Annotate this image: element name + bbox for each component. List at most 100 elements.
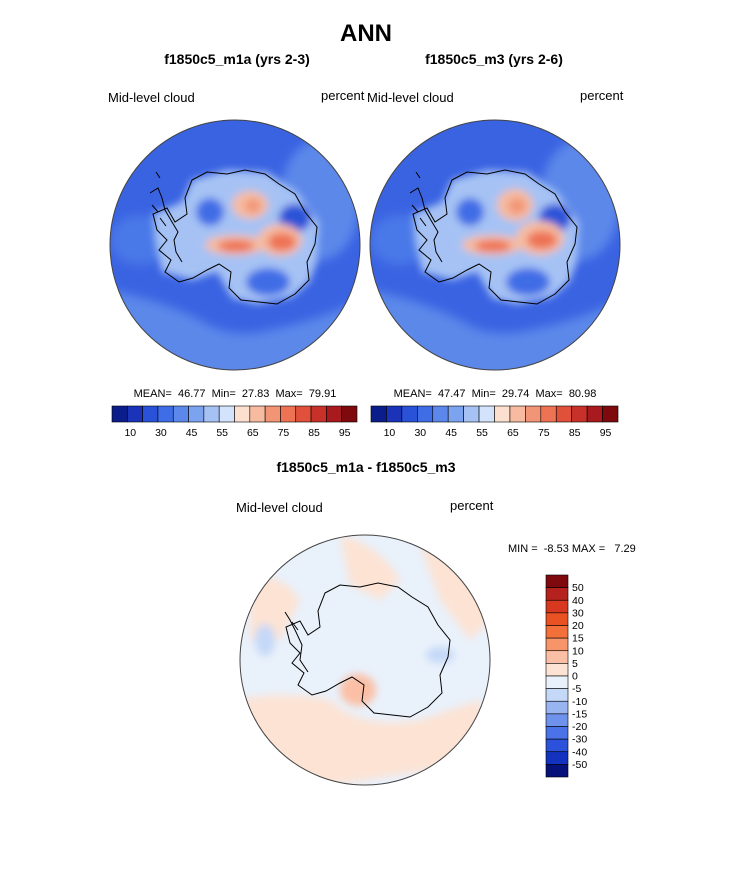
diff-colorbar-box — [545, 587, 569, 601]
panel-2-colorbar-box — [586, 405, 603, 423]
panel-1-ice-field — [153, 170, 319, 304]
panel-1-colorbar-tick-label: 45 — [186, 427, 198, 439]
diff-map-rim — [239, 534, 491, 786]
diff-colorbar-box — [545, 574, 569, 588]
panel-1-colorbar-box — [218, 405, 235, 423]
panel-2-map — [370, 120, 620, 370]
panel-2-colorbar-box — [447, 405, 464, 423]
panel-1-colorbar-box — [326, 405, 342, 423]
diff-colorbar-tick-label: 0 — [572, 671, 578, 683]
panel-1-colorbar-tick-label: 30 — [155, 427, 167, 439]
panel-2-colorbar-tick-label: 55 — [476, 427, 488, 439]
panel-2-colorbar-box — [602, 405, 619, 423]
diff-colorbar-tick-label: -20 — [572, 721, 587, 733]
diff-colorbar-tick-label: 5 — [572, 658, 578, 670]
diff-colorbar-box — [545, 751, 569, 765]
panel-2-colorbar-tick-label: 65 — [507, 427, 519, 439]
diff-colorbar-tick-label: -15 — [572, 708, 587, 720]
panel-1-colorbar-box — [188, 405, 205, 423]
diff-variable-label: Mid-level cloud — [236, 500, 323, 515]
panel-1-colorbar-box — [111, 405, 128, 423]
diff-colorbar-tick-label: -5 — [572, 683, 581, 695]
panel-1-colorbar-tick-label: 85 — [308, 427, 320, 439]
panel-2-colorbar-box — [478, 405, 495, 423]
panel-1-units-label: percent — [321, 88, 365, 103]
panel-2-colorbar-tick-label: 75 — [538, 427, 550, 439]
diff-stats: MIN = -8.53 MAX = 7.29 — [508, 543, 636, 555]
diff-title: f1850c5_m1a - f1850c5_m3 — [276, 459, 455, 475]
diff-colorbar-tick-label: 20 — [572, 620, 584, 632]
diff-colorbar-box — [545, 650, 569, 664]
panel-1-colorbar-box — [142, 405, 159, 423]
panel-2-colorbar-tick-label: 85 — [569, 427, 581, 439]
panel-2: f1850c5_m3 (yrs 2-6) Mid-level cloud per… — [367, 51, 624, 439]
panel-1-colorbar-tick-label: 10 — [124, 427, 136, 439]
panel-2-colorbar-box — [386, 405, 403, 423]
diff-colorbar-tick-label: 30 — [572, 607, 584, 619]
panel-1-colorbar-box — [172, 405, 189, 423]
panel-2-colorbar-box — [401, 405, 418, 423]
diff-colorbar-box — [545, 700, 569, 715]
panel-1-colorbar-box — [310, 405, 327, 423]
panel-1-stats: MEAN= 46.77 Min= 27.83 Max= 79.91 — [134, 388, 337, 400]
diff-colorbar-box — [545, 637, 569, 652]
panel-2-colorbar-box — [432, 405, 449, 423]
panel-1-colorbar-box — [295, 405, 312, 423]
panel-2-colorbar-tick-label: 30 — [414, 427, 426, 439]
panel-2-colorbar: 10 30 45 55 65 75 85 95 — [370, 405, 619, 439]
panel-2-map-rim — [369, 119, 621, 371]
diff-colorbar-tick-label: -30 — [572, 734, 587, 746]
panel-2-subtitle: f1850c5_m3 (yrs 2-6) — [425, 51, 563, 67]
panel-2-colorbar-tick-label: 45 — [445, 427, 457, 439]
diff-colorbar-box — [545, 599, 569, 614]
diff-colorbar-box — [545, 726, 569, 740]
diff-colorbar-tick-label: 50 — [572, 582, 584, 594]
panel-2-ice-field — [413, 170, 579, 304]
panel-2-units-label: percent — [580, 88, 624, 103]
panel-2-colorbar-box — [417, 405, 434, 423]
diff-colorbar-box — [545, 764, 569, 778]
panel-2-colorbar-box — [463, 405, 480, 423]
panel-2-colorbar-tick-label: 95 — [600, 427, 612, 439]
panel-2-colorbar-box — [555, 405, 572, 423]
diff-colorbar-tick-label: 10 — [572, 645, 584, 657]
panel-1-colorbar-tick-label: 95 — [339, 427, 351, 439]
diff-colorbar-box — [545, 675, 569, 689]
diff-colorbar-tick-label: 40 — [572, 595, 584, 607]
panel-1-colorbar-box — [203, 405, 220, 423]
panel-2-colorbar-box — [525, 405, 542, 423]
diff-colorbar-box — [545, 713, 569, 727]
figure-title: ANN — [340, 20, 392, 47]
panel-1-colorbar-tick-label: 65 — [247, 427, 259, 439]
panel-1-variable-label: Mid-level cloud — [108, 90, 195, 105]
panel-1-colorbar-box — [127, 405, 143, 423]
diff-colorbar-box — [545, 738, 569, 753]
diff-colorbar-tick-label: -10 — [572, 696, 587, 708]
diff-colorbar-box — [545, 612, 569, 626]
panel-1-colorbar-box — [280, 405, 297, 423]
diff-colorbar-box — [545, 625, 569, 639]
diff-colorbar-box — [545, 663, 569, 677]
diff-colorbar-tick-label: -50 — [572, 759, 587, 771]
panel-2-colorbar-box — [509, 405, 526, 423]
diff-units-label: percent — [450, 498, 494, 513]
panel-1: f1850c5_m1a (yrs 2-3) Mid-level cloud pe… — [108, 51, 365, 439]
diff-colorbar-tick-label: -40 — [572, 746, 587, 758]
panel-1-colorbar-box — [249, 405, 266, 423]
panel-1-colorbar-tick-label: 75 — [278, 427, 290, 439]
panel-diff: f1850c5_m1a - f1850c5_m3 Mid-level cloud… — [236, 459, 636, 786]
panel-1-colorbar: 10 30 45 55 65 75 85 95 — [111, 405, 358, 439]
panel-1-map — [110, 120, 360, 370]
panel-1-subtitle: f1850c5_m1a (yrs 2-3) — [164, 51, 310, 67]
panel-1-colorbar-tick-label: 55 — [216, 427, 228, 439]
diff-colorbar-box — [545, 688, 569, 702]
panel-1-colorbar-box — [264, 405, 281, 423]
panel-1-colorbar-box — [341, 405, 358, 423]
panel-1-colorbar-box — [157, 405, 174, 423]
diff-colorbar-tick-label: 15 — [572, 633, 584, 645]
panel-1-map-rim — [109, 119, 361, 371]
panel-2-colorbar-box — [540, 405, 557, 423]
panel-2-colorbar-box — [370, 405, 387, 423]
